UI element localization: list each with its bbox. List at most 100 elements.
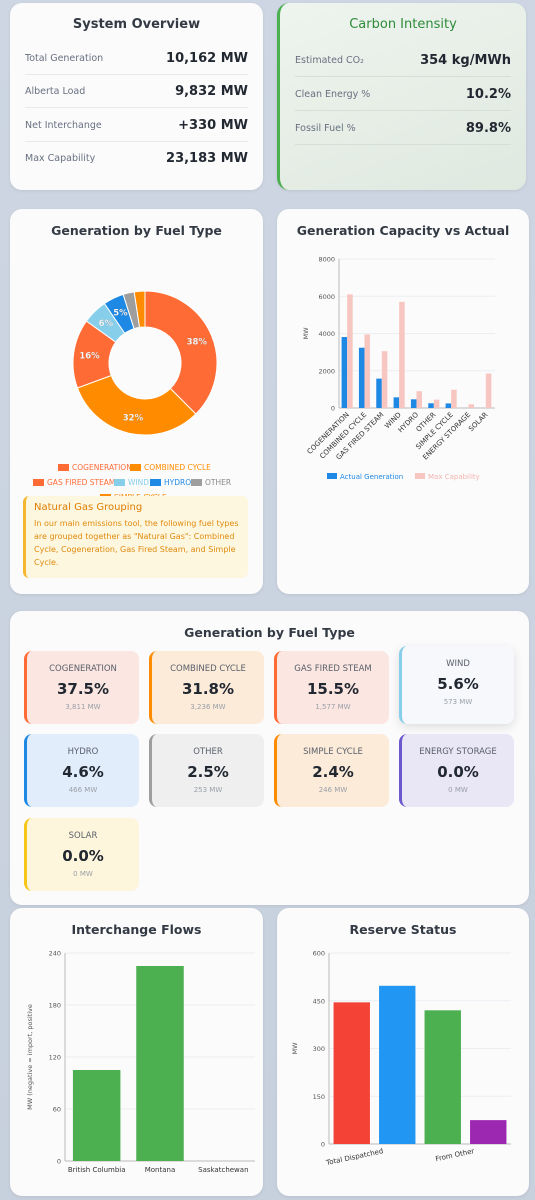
pie-slice-combined-cycle <box>76 374 197 436</box>
y-tick-label: 2000 <box>318 367 335 375</box>
fuel-tiles-title: Generation by Fuel Type <box>184 625 355 640</box>
y-tick-label: 120 <box>49 1054 61 1062</box>
capacity-vs-actual-chart: 02000400060008000MWCOGENERATIONCOMBINED … <box>302 256 495 481</box>
fuel-tile-percent: 4.6% <box>62 763 104 781</box>
stat-row-clean-energy: Clean Energy % 10.2% <box>295 78 511 111</box>
fuel-tile-gas-fired-steam[interactable]: GAS FIRED STEAM 15.5% 1,577 MW <box>274 651 389 724</box>
legend-item-combined-cycle[interactable]: COMBINED CYCLE <box>130 463 211 472</box>
carbon-intensity-title: Carbon Intensity <box>349 17 457 32</box>
legend-label: COMBINED CYCLE <box>144 463 211 472</box>
fuel-tile-mw: 0 MW <box>73 870 93 878</box>
fuel-tile-cogeneration[interactable]: COGENERATION 37.5% 3,811 MW <box>24 651 139 724</box>
pie-slice-simple-cycle <box>133 290 146 328</box>
y-tick-label: 600 <box>313 950 325 958</box>
legend-item-wind[interactable]: WIND <box>114 478 149 487</box>
stat-value: 10,162 MW <box>166 50 248 66</box>
fuel-tile-name: ENERGY STORAGE <box>419 747 497 757</box>
bar-max-capability-energy-storage <box>468 404 475 408</box>
reserve-title: Reserve Status <box>349 922 457 937</box>
stat-value: 89.8% <box>465 120 511 136</box>
bar-max-capability-solar <box>485 373 492 408</box>
bar-max-capability-gas-fired-steam <box>381 351 388 408</box>
y-tick-label: 8000 <box>318 256 335 264</box>
bar-max-capability-wind <box>399 301 405 408</box>
bar-series-1 <box>379 985 416 1144</box>
fuel-tile-name: SOLAR <box>68 831 98 841</box>
fuel-tile-combined-cycle[interactable]: COMBINED CYCLE 31.8% 3,236 MW <box>149 651 264 724</box>
stat-value: +330 MW <box>178 117 248 133</box>
bar-actual-generation-simple-cycle <box>445 403 452 408</box>
legend-item-cogeneration[interactable]: COGENERATION <box>58 463 132 472</box>
fuel-tile-energy-storage[interactable]: ENERGY STORAGE 0.0% 0 MW <box>399 734 514 807</box>
y-axis-label: MW (negative = import, positive <box>26 1004 34 1110</box>
bar-actual-generation-combined-cycle <box>358 347 365 408</box>
legend-item-gas-fired-steam[interactable]: GAS FIRED STEAM <box>33 478 115 487</box>
y-axis-label: MW <box>291 1042 299 1055</box>
fuel-type-tiles-card: Generation by Fuel Type COGENERATION 37.5… <box>10 611 529 905</box>
legend-swatch <box>150 479 161 486</box>
fuel-tile-simple-cycle[interactable]: SIMPLE CYCLE 2.4% 246 MW <box>274 734 389 807</box>
fuel-tile-percent: 15.5% <box>306 680 360 698</box>
y-tick-label: 0 <box>331 405 335 413</box>
fuel-tile-name: OTHER <box>193 747 223 757</box>
natural-gas-grouping-note: Natural Gas Grouping In our main emissio… <box>23 496 248 578</box>
stat-label: Fossil Fuel % <box>295 122 356 134</box>
fuel-tile-wind[interactable]: WIND 5.6% 573 MW <box>399 646 514 724</box>
fuel-tile-other[interactable]: OTHER 2.5% 253 MW <box>149 734 264 807</box>
fuel-tile-name: SIMPLE CYCLE <box>303 747 363 757</box>
stat-row-estimated-co2: Estimated CO₂ 354 kg/MWh <box>295 44 511 77</box>
capacity-chart-title: Generation Capacity vs Actual <box>296 223 510 238</box>
legend-label-max-capability: Max Capability <box>428 473 480 481</box>
stat-row-max-capability: Max Capability 23,183 MW <box>25 142 248 175</box>
y-tick-label: 6000 <box>318 293 335 301</box>
legend-swatch <box>415 473 425 479</box>
x-tick-label: British Columbia <box>68 1166 126 1174</box>
stat-value: 10.2% <box>465 86 511 102</box>
legend-label: HYDRO <box>164 478 192 487</box>
x-tick-label: From Other <box>435 1147 475 1163</box>
bar-series-3 <box>470 1120 507 1144</box>
bar-max-capability-combined-cycle <box>364 334 371 408</box>
interchange-flows-card: Interchange Flows 0 60 120 180 240 MW (negati… <box>10 908 263 1196</box>
stat-label: Max Capability <box>25 153 96 164</box>
legend-swatch <box>33 479 44 486</box>
legend-item-hydro[interactable]: HYDRO <box>150 478 191 487</box>
fuel-tile-mw: 246 MW <box>318 786 348 794</box>
legend-label: WIND <box>128 478 150 487</box>
y-tick-label: 0 <box>321 1141 325 1149</box>
bar-actual-generation-hydro <box>410 399 417 408</box>
y-tick-label: 4000 <box>318 330 335 338</box>
bar-actual-generation-cogeneration <box>341 337 348 408</box>
x-tick-label: SOLAR <box>467 411 489 433</box>
bar-max-capability-other <box>433 399 440 408</box>
fuel-tile-solar[interactable]: SOLAR 0.0% 0 MW <box>24 818 139 891</box>
legend-label: GAS FIRED STEAM <box>47 478 116 487</box>
bar-montana <box>136 966 184 1161</box>
fuel-tile-hydro[interactable]: HYDRO 4.6% 466 MW <box>24 734 139 807</box>
x-tick-label: Montana <box>145 1166 176 1174</box>
stat-value: 23,183 MW <box>166 151 248 166</box>
bar-max-capability-hydro <box>416 391 423 408</box>
bar-max-capability-cogeneration <box>347 294 353 408</box>
x-tick-label: Total Dispatched <box>325 1147 384 1167</box>
fuel-tile-mw: 253 MW <box>193 786 223 794</box>
interchange-title: Interchange Flows <box>71 922 202 937</box>
fuel-tile-percent: 37.5% <box>56 680 110 698</box>
stat-label: Estimated CO₂ <box>295 54 364 66</box>
bar-actual-generation-gas-fired-steam <box>376 378 382 408</box>
pie-data-label: 32% <box>123 414 144 424</box>
natural-gas-grouping-text: In our main emissions tool, the followin… <box>34 519 239 567</box>
legend-label: COGENERATION <box>72 463 132 472</box>
legend-swatch <box>130 464 141 471</box>
fuel-tile-mw: 3,236 MW <box>190 703 226 711</box>
legend-item-other[interactable]: OTHER <box>191 478 231 487</box>
fuel-tile-percent: 0.0% <box>62 847 104 865</box>
fuel-pie-chart: 38% 32% 16% 6%5% <box>72 290 218 436</box>
fuel-tile-name: GAS FIRED STEAM <box>294 664 372 674</box>
system-overview-card: System Overview Total Generation 10,162 … <box>10 3 263 190</box>
y-tick-label: 300 <box>313 1045 325 1053</box>
carbon-intensity-card: Carbon Intensity Estimated CO₂ 354 kg/MW… <box>277 3 526 190</box>
stat-label: Net Interchange <box>25 119 102 131</box>
stat-label: Alberta Load <box>25 85 86 97</box>
bar-max-capability-simple-cycle <box>451 389 457 408</box>
